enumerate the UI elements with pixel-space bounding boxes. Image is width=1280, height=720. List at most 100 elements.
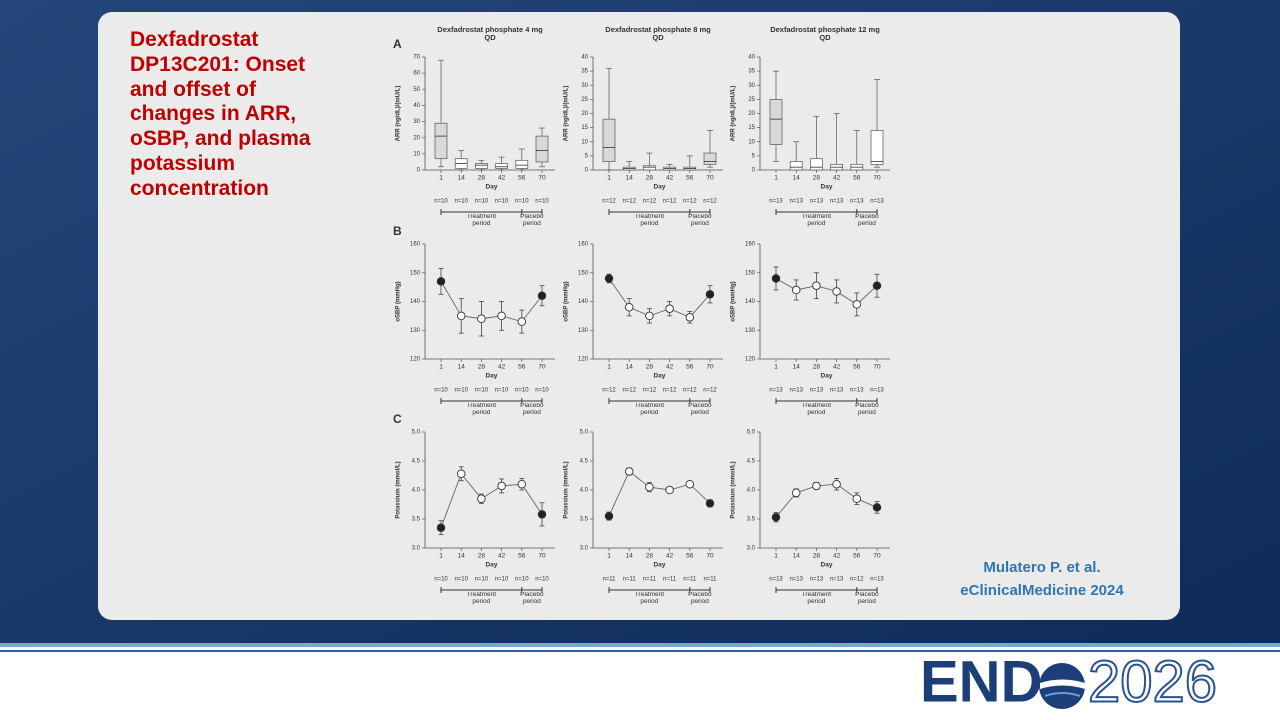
y-tick-label: 130	[410, 328, 421, 334]
y-tick-label: 5.0	[412, 430, 421, 436]
y-tick-label: 3.5	[747, 517, 756, 523]
x-tick-label: 28	[478, 175, 486, 182]
x-tick-label: 70	[873, 175, 881, 182]
x-axis-label: Day	[486, 373, 498, 380]
period-label-box: Treatment period	[467, 214, 496, 227]
content-panel	[98, 12, 1180, 620]
y-tick-label: 140	[410, 299, 421, 305]
y-tick-label: 4.0	[412, 488, 421, 494]
marker	[852, 300, 862, 309]
x-tick-label: 56	[686, 553, 694, 560]
n-label: n=13	[789, 577, 803, 583]
y-axis-label: oSBP (mmHg)	[731, 281, 737, 321]
y-tick-label: 150	[410, 270, 421, 276]
n-label: n=13	[810, 199, 824, 205]
n-label: n=13	[870, 388, 884, 394]
period-label: Placebo period	[688, 592, 712, 605]
x-axis-label: Day	[654, 373, 666, 380]
x-axis-label: Day	[486, 562, 498, 569]
x-tick-label: 42	[498, 553, 506, 560]
n-label: n=12	[663, 388, 677, 394]
x-tick-label: 28	[813, 553, 821, 560]
marker	[832, 479, 841, 489]
marker	[665, 485, 674, 495]
n-label: n=12	[622, 388, 636, 394]
marker	[497, 311, 506, 321]
y-tick-label: 4.5	[747, 459, 756, 465]
y-tick-label: 160	[578, 242, 589, 248]
n-label: n=10	[475, 577, 489, 583]
n-label: n=12	[850, 577, 864, 583]
marker	[791, 488, 801, 498]
y-tick-label: 30	[413, 119, 420, 125]
n-label: n=10	[535, 577, 549, 583]
box	[643, 165, 656, 171]
x-tick-label: 56	[518, 175, 526, 182]
period-label-box: Treatment period	[467, 592, 496, 605]
period-label-box: Treatment period	[635, 592, 664, 605]
period-label: Placebo period	[855, 592, 879, 605]
y-tick-label: 150	[578, 270, 589, 276]
x-tick-label: 14	[626, 364, 634, 371]
y-tick-label: 3.5	[580, 517, 589, 523]
n-label: n=12	[643, 388, 657, 394]
n-label: n=12	[602, 388, 616, 394]
x-tick-label: 56	[853, 175, 861, 182]
x-tick-label: 42	[666, 553, 674, 560]
x-tick-label: 28	[646, 364, 654, 371]
y-tick-label: 70	[413, 55, 420, 61]
y-tick-label: 4.5	[412, 459, 421, 465]
marker	[665, 304, 674, 313]
period-label: Placebo period	[855, 214, 879, 227]
line	[608, 470, 711, 517]
x-tick-label: 56	[518, 553, 526, 560]
footer-line	[0, 650, 1280, 652]
x-tick-label: 70	[706, 364, 714, 371]
marker	[604, 511, 614, 521]
y-axis-label: Potassium (mmol/L)	[731, 461, 737, 518]
x-tick-label: 14	[626, 553, 634, 560]
x-tick-label: 1	[607, 175, 611, 182]
n-label: n=12	[703, 199, 717, 205]
marker	[705, 499, 715, 508]
x-axis-label: Day	[821, 562, 833, 569]
box	[602, 118, 616, 162]
y-tick-label: 140	[578, 299, 589, 305]
box	[495, 163, 508, 169]
n-label: n=11	[623, 577, 637, 583]
period-label: Placebo period	[688, 403, 712, 416]
y-tick-label: 25	[748, 97, 755, 103]
marker	[537, 291, 547, 301]
y-axis-label: ARR (ng/dL)/(mU/L)	[396, 86, 402, 142]
marker	[771, 274, 781, 283]
n-label: n=11	[683, 577, 697, 583]
footer-line	[0, 643, 1280, 647]
y-tick-label: 30	[581, 83, 588, 89]
marker	[624, 303, 634, 312]
n-label: n=12	[683, 199, 697, 205]
chart-title: Dexfadrostat phosphate 8 mg QD	[605, 26, 711, 42]
n-label: n=13	[830, 199, 844, 205]
box	[703, 152, 717, 165]
period-label-box: Placebo period	[688, 403, 712, 416]
n-label: n=13	[789, 199, 803, 205]
box	[535, 135, 549, 163]
n-label: n=13	[810, 577, 824, 583]
x-tick-label: 28	[478, 553, 486, 560]
x-axis-label: Day	[654, 562, 666, 569]
n-label: n=10	[475, 388, 489, 394]
y-tick-label: 15	[581, 125, 588, 131]
y-tick-label: 10	[413, 151, 420, 157]
x-tick-label: 42	[498, 364, 506, 371]
marker	[832, 287, 841, 296]
n-label: n=10	[434, 577, 448, 583]
period-label-box: Treatment period	[467, 403, 496, 416]
period-label: Placebo period	[688, 214, 712, 227]
y-tick-label: 160	[745, 242, 756, 248]
y-axis-label: oSBP (mmHg)	[396, 281, 402, 321]
marker	[812, 481, 821, 491]
x-tick-label: 28	[646, 553, 654, 560]
y-tick-label: 10	[748, 139, 755, 145]
x-tick-label: 1	[774, 553, 778, 560]
y-tick-label: 130	[745, 328, 756, 334]
